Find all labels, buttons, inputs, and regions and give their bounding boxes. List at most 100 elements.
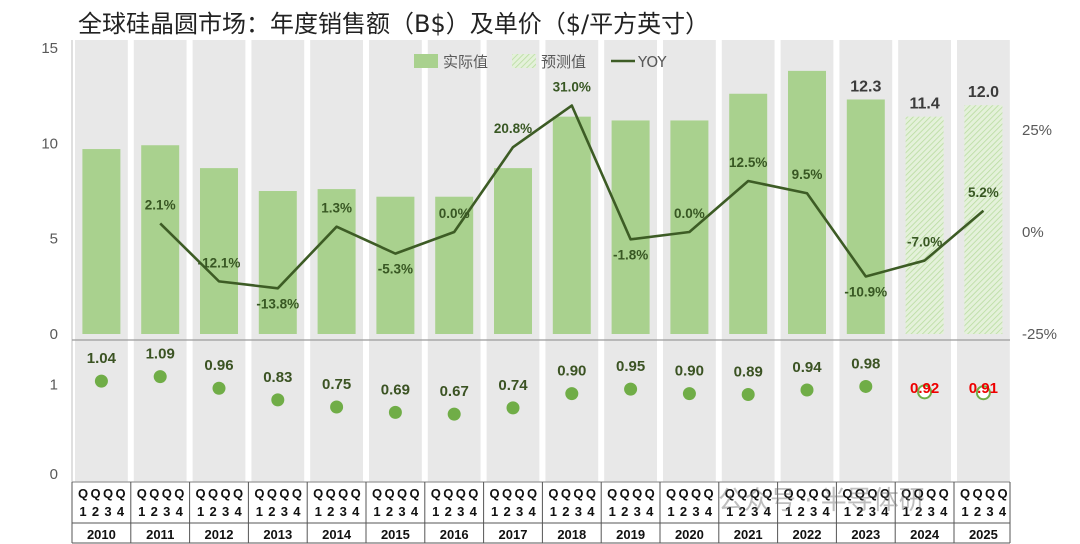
- bar-value-label-2024: 11.4: [909, 96, 939, 113]
- quarter-number: 3: [575, 504, 582, 519]
- price-dot-2016: [447, 407, 461, 421]
- yoy-label-2021: 12.5%: [729, 155, 767, 170]
- watermark: 公众号 · 半导体研: [718, 486, 925, 516]
- quarter-number: 3: [281, 504, 288, 519]
- bar-2018: [552, 116, 591, 334]
- quarter-number: 1: [844, 504, 851, 519]
- legend: 实际值 预测值 YOY: [414, 53, 667, 71]
- price-dot-2019: [624, 382, 638, 396]
- quarter-letter: Q: [90, 486, 100, 501]
- price-label-2021: 0.89: [734, 363, 763, 380]
- quarter-letter: Q: [762, 486, 772, 501]
- quarter-number: 4: [293, 504, 301, 519]
- bar-2023: [846, 99, 885, 334]
- quarter-letter: Q: [267, 486, 277, 501]
- yoy-label-2012: -12.1%: [198, 255, 241, 270]
- bar-2015: [376, 196, 415, 334]
- yoy-line-group: 2.1% -12.1% -13.8% 1.3% -5.3% 0.0% 20.8% 31.0% -…: [145, 80, 999, 312]
- yoy-label-2011: 2.1%: [145, 197, 176, 212]
- price-label-2011: 1.09: [146, 346, 175, 363]
- year-label-2013: 2013: [263, 527, 292, 542]
- yoy-label-2019: -1.8%: [613, 247, 648, 262]
- year-label-2012: 2012: [205, 527, 234, 542]
- quarter-letter: Q: [548, 486, 558, 501]
- quarter-number: 3: [634, 504, 641, 519]
- price-dots-group: 1.04 1.09 0.96 0.83 0.75 0.69 0.67 0.74 0.90 0.95…: [87, 346, 998, 421]
- bar-2013: [258, 191, 297, 334]
- legend-swatch-forecast: [512, 54, 536, 68]
- price-dot-2023: [859, 379, 873, 393]
- yoy-line: [159, 104, 985, 290]
- quarter-letter: Q: [620, 486, 630, 501]
- quarter-number: 2: [268, 504, 275, 519]
- quarter-letter: Q: [115, 486, 125, 501]
- quarter-number: 2: [92, 504, 99, 519]
- year-label-2022: 2022: [793, 527, 822, 542]
- yoy-y-tick: 0%: [1022, 224, 1044, 241]
- quarter-letter: Q: [960, 486, 970, 501]
- quarter-number: 3: [222, 504, 229, 519]
- quarter-letter: Q: [490, 486, 500, 501]
- quarter-letter: Q: [443, 486, 453, 501]
- quarter-letter: Q: [586, 486, 596, 501]
- price-label-2019: 0.95: [616, 358, 645, 375]
- quarter-number: 1: [550, 504, 557, 519]
- year-label-2017: 2017: [499, 527, 528, 542]
- price-dot-2017: [506, 401, 520, 415]
- year-label-2019: 2019: [616, 527, 645, 542]
- year-label-2024: 2024: [910, 527, 940, 542]
- quarter-letter: Q: [784, 486, 794, 501]
- quarter-letter: Q: [809, 486, 819, 501]
- yoy-label-2020: 0.0%: [674, 206, 705, 221]
- quarter-number: 1: [432, 504, 439, 519]
- quarter-letter: Q: [855, 486, 865, 501]
- quarter-letter: Q: [338, 486, 348, 501]
- quarter-letter: Q: [149, 486, 159, 501]
- quarter-number: 4: [176, 504, 184, 519]
- quarter-letter: Q: [573, 486, 583, 501]
- price-dot-2010: [94, 374, 108, 388]
- quarter-number: 4: [881, 504, 889, 519]
- year-label-2023: 2023: [851, 527, 880, 542]
- yoy-label-2014: 1.3%: [321, 201, 352, 216]
- quarter-number: 4: [234, 504, 242, 519]
- quarter-letter: Q: [678, 486, 688, 501]
- quarter-letter: Q: [985, 486, 995, 501]
- quarter-number: 4: [470, 504, 478, 519]
- year-label-2015: 2015: [381, 527, 410, 542]
- quarter-letter: Q: [502, 486, 512, 501]
- price-label-2012: 0.96: [204, 357, 233, 374]
- quarter-letter: Q: [645, 486, 655, 501]
- quarter-number: 3: [398, 504, 405, 519]
- quarter-number: 2: [445, 504, 452, 519]
- quarter-number: 2: [974, 504, 981, 519]
- quarter-letter: Q: [254, 486, 264, 501]
- price-label-2024: 0.92: [910, 380, 939, 397]
- quarter-number: 2: [739, 504, 746, 519]
- quarter-letter: Q: [409, 486, 419, 501]
- quarter-letter: Q: [372, 486, 382, 501]
- quarter-letter: Q: [867, 486, 877, 501]
- price-dot-2013: [271, 393, 285, 407]
- quarter-letter: Q: [796, 486, 806, 501]
- quarter-number: 1: [197, 504, 204, 519]
- price-dot-2018: [565, 387, 579, 401]
- sales-y-tick-15: 15: [41, 40, 58, 57]
- quarter-number: 4: [411, 504, 419, 519]
- quarter-letter: Q: [527, 486, 537, 501]
- quarter-letter: Q: [515, 486, 525, 501]
- year-label-2010: 2010: [87, 527, 116, 542]
- yoy-label-2025: 5.2%: [968, 185, 999, 200]
- quarter-number: 2: [856, 504, 863, 519]
- quarter-number: 4: [587, 504, 595, 519]
- year-label-2025: 2025: [969, 527, 998, 542]
- quarter-letter: Q: [632, 486, 642, 501]
- quarter-letter: Q: [926, 486, 936, 501]
- yoy-label-2024: -7.0%: [907, 235, 942, 250]
- quarter-number: 2: [915, 504, 922, 519]
- yoy-y-tick: 25%: [1022, 122, 1052, 139]
- quarter-number: 3: [457, 504, 464, 519]
- quarter-letter: Q: [103, 486, 113, 501]
- price-y-tick-0: 0: [50, 466, 58, 483]
